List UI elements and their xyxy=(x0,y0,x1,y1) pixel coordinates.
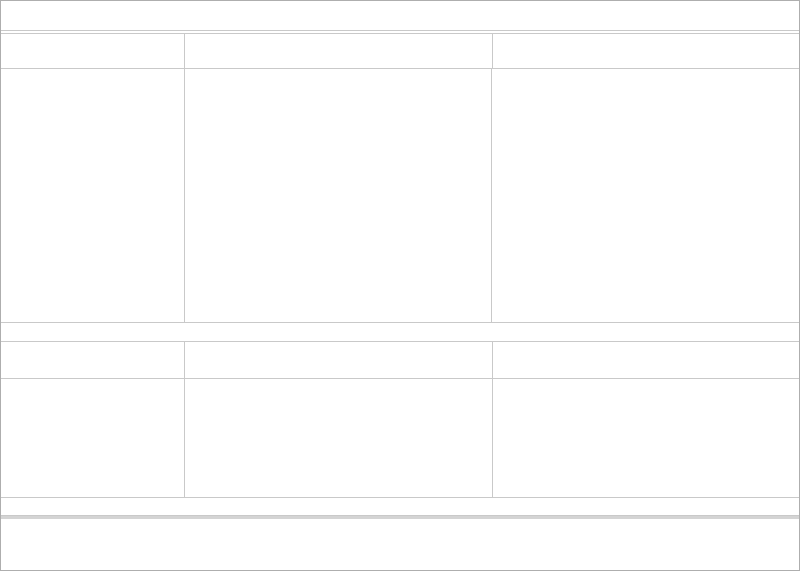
column-divider xyxy=(184,69,185,322)
table-header-row xyxy=(1,34,799,69)
s-values-right-cell xyxy=(184,342,492,378)
ugr-data-area xyxy=(1,69,799,323)
header-parallel xyxy=(491,34,800,68)
summary-right-cell xyxy=(184,379,492,497)
summary-parallel-cell xyxy=(491,379,800,497)
group-divider xyxy=(491,69,492,322)
title-bar xyxy=(1,1,799,31)
variation-heading xyxy=(1,323,799,342)
observer-variation-block xyxy=(1,342,799,379)
s-labels-cell xyxy=(1,342,184,378)
room-size-header xyxy=(1,34,184,68)
footer-note xyxy=(1,498,799,516)
summary-labels-cell xyxy=(1,379,184,497)
bottom-edge xyxy=(1,516,799,519)
reflectance-table xyxy=(1,33,799,34)
header-right-angles xyxy=(184,34,492,68)
s-values-parallel-cell xyxy=(491,342,800,378)
summary-block xyxy=(1,379,799,498)
